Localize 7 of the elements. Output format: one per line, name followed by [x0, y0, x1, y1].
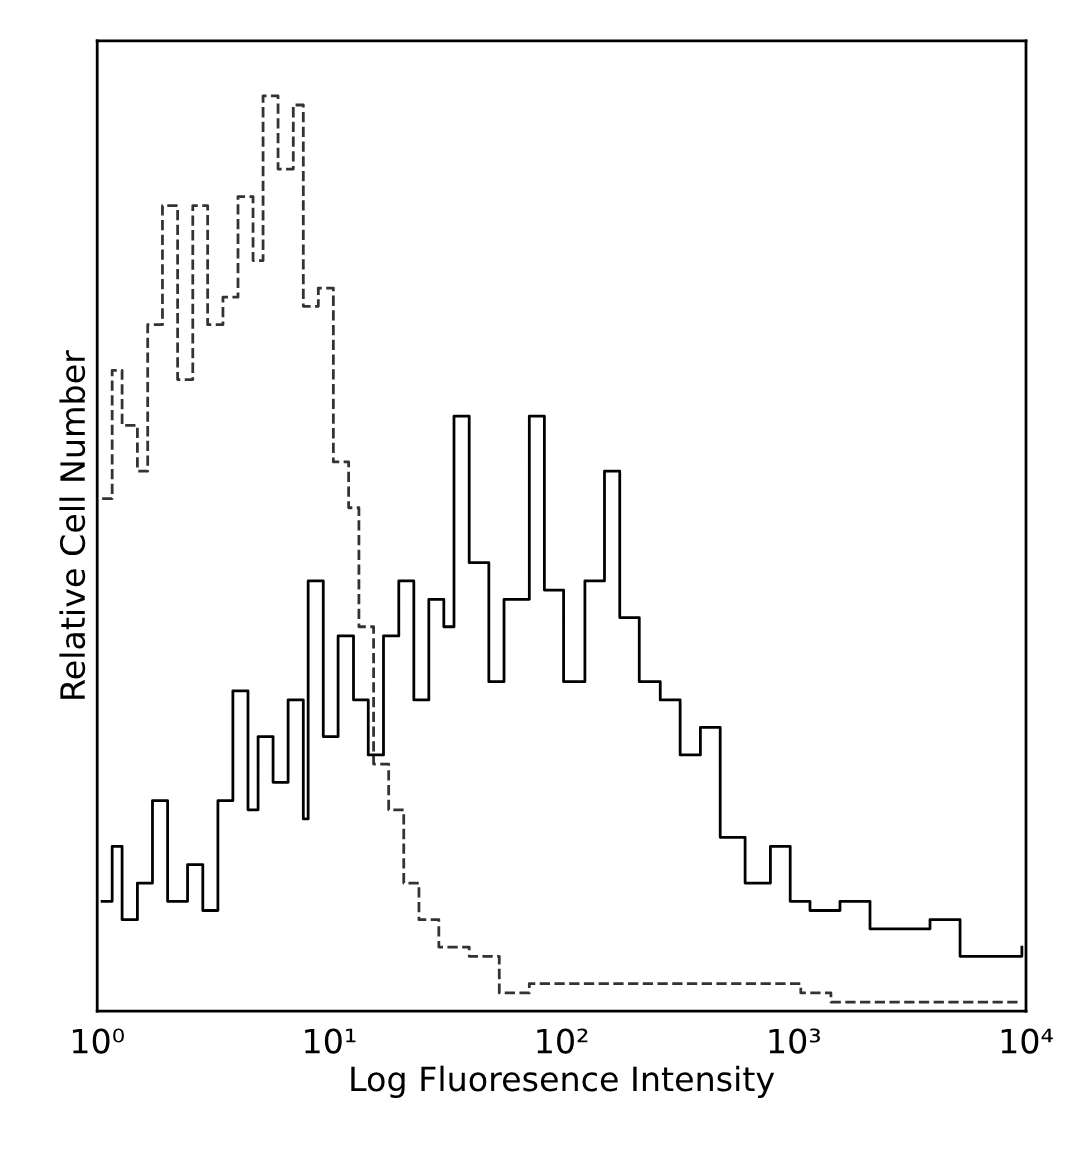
x-tick-label: 10⁰ [72, 1028, 124, 1054]
x-tick-label: 10² [537, 1028, 588, 1054]
x-tick-label: 10¹ [305, 1028, 356, 1054]
x-tick-label: 10⁴ [1001, 1028, 1053, 1054]
y-axis-title: Relative Cell Number [59, 350, 86, 699]
x-tick-label: 10³ [769, 1028, 820, 1054]
x-axis-title: Log Fluoresence Intensity [351, 1065, 775, 1098]
